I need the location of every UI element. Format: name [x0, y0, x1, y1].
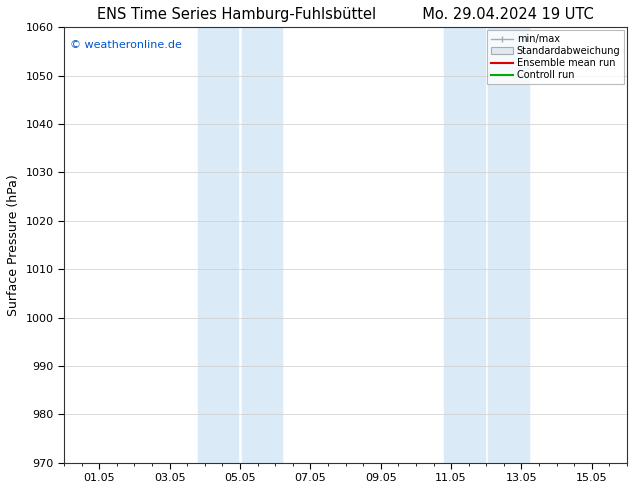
- Text: © weatheronline.de: © weatheronline.de: [70, 40, 181, 50]
- Bar: [444, 27, 484, 463]
- Bar: [488, 27, 529, 463]
- Bar: [198, 27, 238, 463]
- Title: ENS Time Series Hamburg-Fuhlsbüttel          Mo. 29.04.2024 19 UTC: ENS Time Series Hamburg-Fuhlsbüttel Mo. …: [97, 7, 594, 22]
- Legend: min/max, Standardabweichung, Ensemble mean run, Controll run: min/max, Standardabweichung, Ensemble me…: [488, 30, 624, 84]
- Y-axis label: Surface Pressure (hPa): Surface Pressure (hPa): [7, 174, 20, 316]
- Bar: [242, 27, 282, 463]
